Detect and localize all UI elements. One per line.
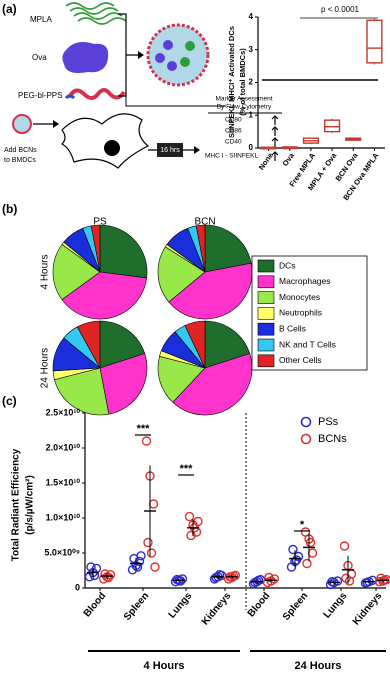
x-tick-label: Spleen <box>281 591 311 623</box>
legend-label: Macrophages <box>279 276 331 286</box>
legend-swatch <box>258 339 274 351</box>
legend-label: Neutrophils <box>279 308 322 318</box>
nanoparticle-cargo <box>163 40 173 50</box>
x-tick-label: Kidneys <box>200 590 234 627</box>
pie-slice <box>100 225 147 278</box>
significance: *** <box>180 463 194 475</box>
legend-label: B Cells <box>279 323 306 333</box>
up-arrow <box>272 127 278 136</box>
panel-label: (b) <box>2 202 17 216</box>
group-label: 24 Hours <box>294 660 341 672</box>
bracket <box>118 14 138 96</box>
legend-label: Other Cells <box>279 355 322 365</box>
data-point <box>309 549 317 557</box>
legend-swatch <box>258 260 274 272</box>
x-tick-label: Spleen <box>122 591 152 623</box>
legend-swatch <box>258 307 274 319</box>
data-point <box>143 437 151 445</box>
legend-marker <box>302 418 311 427</box>
x-tick-label: Lungs <box>167 590 195 620</box>
y-tick-label: 0 <box>249 143 254 152</box>
y-tick-label: 5.0×10⁰⁹ <box>44 547 80 557</box>
y-axis-label: SIINFEKL MHCI⁺ Activated DCs <box>227 26 236 138</box>
y-tick-label: 0 <box>75 582 80 592</box>
legend-label: PSs <box>318 416 339 428</box>
polymer-icon <box>70 90 124 98</box>
group-label: 4 Hours <box>144 660 185 672</box>
schematic-time: 16 hrs <box>160 147 180 154</box>
y-tick-label: 2.0×10¹⁰ <box>46 442 81 452</box>
schematic-label: Ova <box>32 53 47 62</box>
data-point <box>186 513 194 521</box>
data-point <box>137 552 145 560</box>
row-label: 24 Hours <box>40 348 51 389</box>
arrow-head <box>53 120 59 128</box>
box-body <box>325 120 340 131</box>
legend-swatch <box>258 276 274 288</box>
y-tick-label: 2.5×10¹⁰ <box>46 407 81 417</box>
arrow-head <box>138 51 144 59</box>
schematic-label: MPLA <box>30 15 52 24</box>
data-point <box>341 542 349 550</box>
data-point <box>144 539 152 547</box>
panel-label: (c) <box>2 394 17 408</box>
small-particle <box>13 115 31 133</box>
marker: CD40 <box>225 139 242 146</box>
x-tick-label: Lungs <box>322 590 350 620</box>
x-tick-label: Blood <box>82 591 109 620</box>
legend-label: DCs <box>279 260 296 270</box>
data-point <box>303 560 311 568</box>
nanoparticle-cargo <box>180 57 190 67</box>
data-point <box>150 500 158 508</box>
legend-label: NK and T Cells <box>279 339 336 349</box>
x-tick-label: Blood <box>246 591 273 620</box>
x-tick-label: Ova <box>281 150 297 167</box>
y-tick-label: 4 <box>249 12 254 21</box>
y-axis-label: (% of total BMDCs) <box>238 48 247 116</box>
nanoparticle-cargo <box>167 61 177 71</box>
connector <box>126 96 226 106</box>
legend-swatch <box>258 292 274 304</box>
y-axis-label: (p/s/µW/cm²) <box>25 475 36 535</box>
annotation: p < 0.0001 <box>321 5 360 14</box>
y-axis-label: Total Radiant Efficiency <box>11 448 22 561</box>
panel-label: (a) <box>2 2 17 16</box>
polymer-icon <box>66 96 74 98</box>
schematic-step: Add BCNs <box>4 147 37 154</box>
significance: * <box>300 519 305 531</box>
up-arrow <box>272 138 278 147</box>
legend-marker <box>302 435 311 444</box>
y-tick-label: 1.5×10¹⁰ <box>46 477 81 487</box>
marker: MHC I - SIINFEKL <box>205 153 258 160</box>
row-label: 4 Hours <box>40 254 51 289</box>
legend-swatch <box>258 323 274 335</box>
nanoparticle-cargo <box>185 41 195 51</box>
schematic-label: PEG-bl-PPS <box>18 91 62 100</box>
cell <box>62 114 148 168</box>
significance: *** <box>137 423 151 435</box>
data-point <box>148 549 156 557</box>
ova-icon <box>62 42 108 73</box>
nucleus <box>104 140 120 156</box>
x-tick-label: Kidneys <box>351 590 385 627</box>
legend-label: Monocytes <box>279 292 320 302</box>
y-tick-label: 2 <box>249 78 254 87</box>
up-arrow <box>272 116 278 125</box>
legend-swatch <box>258 355 274 367</box>
nanoparticle-cargo <box>155 53 165 63</box>
y-tick-label: 1.0×10¹⁰ <box>46 512 81 522</box>
arrow-head <box>194 146 200 154</box>
y-tick-label: 1 <box>249 110 254 119</box>
data-point <box>151 563 159 571</box>
y-tick-label: 3 <box>249 45 254 54</box>
schematic-step: to BMDCs <box>4 157 36 164</box>
legend-label: BCNs <box>318 433 347 445</box>
box-body <box>367 20 382 63</box>
data-point <box>289 546 297 554</box>
